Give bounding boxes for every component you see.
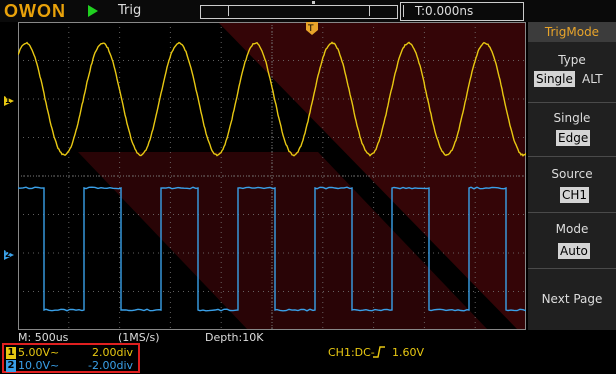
top-status-bar: OWON Trig T:0.000ns	[0, 0, 616, 22]
menu-divider	[528, 102, 616, 103]
brand-logo: OWON	[4, 1, 66, 21]
trigger-level: 1.60V	[392, 346, 424, 359]
source-value: CH1	[560, 187, 589, 203]
ch2-volts: 10.0V~	[18, 359, 59, 372]
depth-readout: Depth:10K	[205, 331, 263, 344]
waveform-display[interactable]: T	[18, 22, 526, 330]
mode-value: Auto	[558, 243, 590, 259]
rising-edge-icon	[372, 346, 386, 358]
trigger-status: Trig	[118, 3, 141, 18]
source-label: Source	[528, 167, 616, 181]
ch1-badge[interactable]: 1	[6, 347, 16, 359]
time-cursor-icon	[403, 5, 410, 17]
time-offset-box: T:0.000ns	[400, 2, 524, 21]
type-option-single[interactable]: Single	[534, 71, 575, 87]
single-label: Single	[528, 111, 616, 125]
menu-divider	[528, 156, 616, 157]
mode-label: Mode	[528, 222, 616, 236]
type-label: Type	[528, 53, 616, 67]
waveform-svg: T	[18, 22, 526, 330]
trigger-position-label: T	[307, 24, 314, 34]
run-state-icon	[88, 5, 98, 17]
ch2-badge[interactable]: 2	[6, 360, 16, 372]
ch2-marker-label: 2	[5, 250, 11, 260]
trigger-info: CH1:DC-	[328, 346, 375, 359]
time-offset-readout: T:0.000ns	[415, 4, 473, 18]
menu-divider	[528, 268, 616, 269]
ch1-volts: 5.00V~	[18, 346, 59, 359]
type-option-alt[interactable]: ALT	[580, 71, 605, 87]
ch1-offset: 2.00div	[92, 346, 133, 359]
ch1-marker-label: 1	[5, 96, 11, 106]
ch2-offset: -2.00div	[88, 359, 133, 372]
memory-window-indicator	[228, 6, 370, 16]
trigger-mode-menu: TrigMode Type Single ALT Single Edge Sou…	[528, 22, 616, 330]
single-value: Edge	[556, 130, 590, 146]
menu-divider	[528, 212, 616, 213]
menu-title: TrigMode	[528, 22, 616, 42]
next-page-button[interactable]: Next Page	[528, 292, 616, 306]
memory-position-marker	[312, 1, 315, 4]
